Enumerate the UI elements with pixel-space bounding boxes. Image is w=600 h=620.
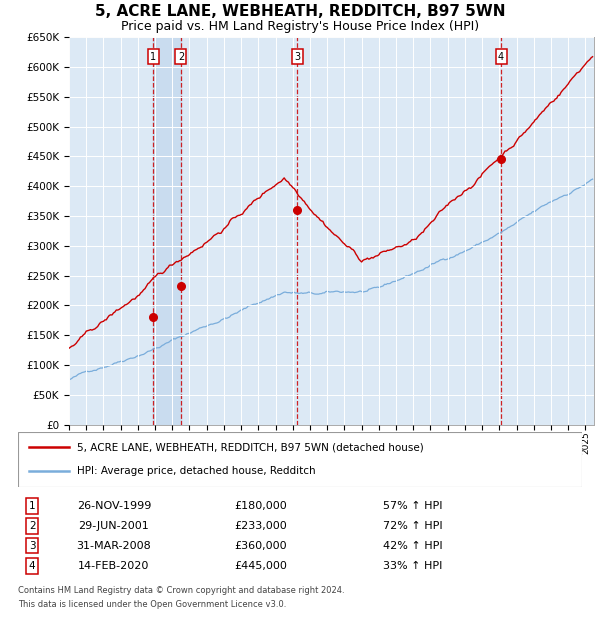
Text: 72% ↑ HPI: 72% ↑ HPI (383, 521, 443, 531)
Text: £233,000: £233,000 (234, 521, 287, 531)
Text: Price paid vs. HM Land Registry's House Price Index (HPI): Price paid vs. HM Land Registry's House … (121, 20, 479, 33)
Text: 5, ACRE LANE, WEBHEATH, REDDITCH, B97 5WN: 5, ACRE LANE, WEBHEATH, REDDITCH, B97 5W… (95, 4, 505, 19)
Text: 4: 4 (29, 561, 35, 571)
Text: Contains HM Land Registry data © Crown copyright and database right 2024.: Contains HM Land Registry data © Crown c… (18, 586, 344, 595)
Text: 31-MAR-2008: 31-MAR-2008 (77, 541, 151, 551)
Text: 29-JUN-2001: 29-JUN-2001 (79, 521, 149, 531)
Text: 3: 3 (294, 52, 300, 62)
Text: 33% ↑ HPI: 33% ↑ HPI (383, 561, 442, 571)
Text: £445,000: £445,000 (234, 561, 287, 571)
Text: 26-NOV-1999: 26-NOV-1999 (77, 501, 151, 511)
Text: £360,000: £360,000 (234, 541, 287, 551)
Text: This data is licensed under the Open Government Licence v3.0.: This data is licensed under the Open Gov… (18, 600, 286, 609)
Text: HPI: Average price, detached house, Redditch: HPI: Average price, detached house, Redd… (77, 466, 316, 476)
Text: 2: 2 (29, 521, 35, 531)
Text: 14-FEB-2020: 14-FEB-2020 (78, 561, 149, 571)
Text: 57% ↑ HPI: 57% ↑ HPI (383, 501, 443, 511)
Text: 4: 4 (498, 52, 504, 62)
Text: 1: 1 (150, 52, 157, 62)
Text: 2: 2 (178, 52, 184, 62)
Text: 5, ACRE LANE, WEBHEATH, REDDITCH, B97 5WN (detached house): 5, ACRE LANE, WEBHEATH, REDDITCH, B97 5W… (77, 443, 424, 453)
Text: 3: 3 (29, 541, 35, 551)
Text: 1: 1 (29, 501, 35, 511)
Text: 42% ↑ HPI: 42% ↑ HPI (383, 541, 443, 551)
Bar (154, 37, 181, 425)
Text: £180,000: £180,000 (234, 501, 287, 511)
